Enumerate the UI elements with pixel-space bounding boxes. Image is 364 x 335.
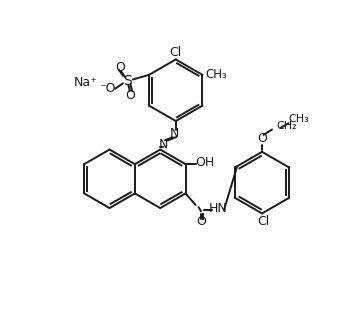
- Text: O: O: [115, 61, 125, 74]
- Text: N: N: [159, 138, 168, 151]
- Text: Cl: Cl: [170, 46, 182, 59]
- Text: O: O: [257, 132, 267, 145]
- Text: O: O: [196, 215, 206, 228]
- Text: OH: OH: [195, 156, 214, 169]
- Text: CH₂: CH₂: [276, 122, 297, 131]
- Text: ⁻O: ⁻O: [99, 82, 116, 95]
- Text: Na⁺: Na⁺: [74, 76, 98, 89]
- Text: S: S: [123, 74, 132, 88]
- Text: N: N: [170, 127, 179, 140]
- Text: O: O: [125, 89, 135, 102]
- Text: CH₃: CH₃: [205, 68, 227, 81]
- Text: Cl: Cl: [257, 215, 270, 228]
- Text: HN: HN: [209, 202, 227, 214]
- Text: CH₃: CH₃: [289, 114, 309, 124]
